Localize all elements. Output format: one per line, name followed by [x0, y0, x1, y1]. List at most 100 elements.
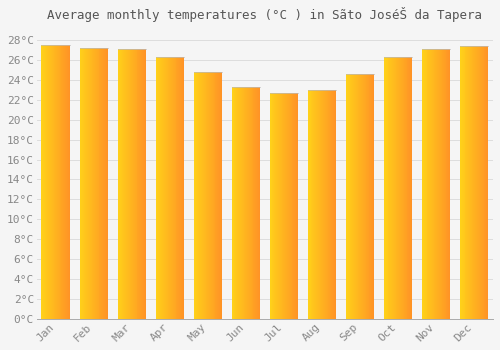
Bar — [256, 87, 258, 319]
Bar — [163, 57, 164, 319]
Bar — [120, 49, 122, 319]
Bar — [440, 49, 441, 319]
Bar — [132, 49, 134, 319]
Bar — [285, 93, 286, 319]
Bar — [393, 57, 394, 319]
Bar — [50, 45, 51, 319]
Bar — [236, 87, 238, 319]
Bar — [168, 57, 169, 319]
Bar — [292, 93, 294, 319]
Bar — [88, 48, 89, 319]
Bar — [274, 93, 276, 319]
Bar — [218, 72, 220, 319]
Bar — [323, 90, 324, 319]
Bar — [448, 49, 450, 319]
Bar — [346, 74, 348, 319]
Bar — [422, 49, 424, 319]
Bar — [462, 46, 464, 319]
Bar — [284, 93, 285, 319]
Bar — [439, 49, 440, 319]
Bar — [444, 49, 446, 319]
Bar — [434, 49, 435, 319]
Bar — [196, 72, 198, 319]
Bar — [324, 90, 325, 319]
Bar — [276, 93, 277, 319]
Bar — [203, 72, 204, 319]
Bar — [202, 72, 203, 319]
Bar — [98, 48, 100, 319]
Bar — [352, 74, 354, 319]
Bar — [472, 46, 473, 319]
Bar — [80, 48, 82, 319]
Bar — [89, 48, 90, 319]
Bar — [140, 49, 141, 319]
Bar — [356, 74, 357, 319]
Bar — [128, 49, 129, 319]
Bar — [166, 57, 167, 319]
Bar — [252, 87, 254, 319]
Bar — [326, 90, 328, 319]
Bar — [325, 90, 326, 319]
Bar — [360, 74, 361, 319]
Bar — [286, 93, 287, 319]
Bar — [290, 93, 292, 319]
Bar — [398, 57, 399, 319]
Bar — [178, 57, 180, 319]
Bar — [482, 46, 484, 319]
Bar — [410, 57, 412, 319]
Bar — [181, 57, 182, 319]
Bar — [156, 57, 158, 319]
Bar — [395, 57, 396, 319]
Bar — [104, 48, 105, 319]
Bar — [471, 46, 472, 319]
Bar — [220, 72, 221, 319]
Bar — [221, 72, 222, 319]
Bar — [248, 87, 250, 319]
Bar — [91, 48, 92, 319]
Bar — [126, 49, 127, 319]
Bar — [67, 45, 68, 319]
Bar — [66, 45, 67, 319]
Bar — [93, 48, 94, 319]
Bar — [364, 74, 366, 319]
Bar — [138, 49, 140, 319]
Bar — [433, 49, 434, 319]
Bar — [438, 49, 439, 319]
Bar — [82, 48, 84, 319]
Bar — [49, 45, 50, 319]
Bar — [92, 48, 93, 319]
Bar — [294, 93, 296, 319]
Bar — [436, 49, 437, 319]
Bar — [102, 48, 104, 319]
Bar — [243, 87, 244, 319]
Bar — [310, 90, 312, 319]
Bar — [399, 57, 400, 319]
Bar — [479, 46, 480, 319]
Bar — [84, 48, 85, 319]
Bar — [62, 45, 64, 319]
Bar — [317, 90, 318, 319]
Bar — [259, 87, 260, 319]
Bar — [401, 57, 402, 319]
Bar — [234, 87, 236, 319]
Bar — [468, 46, 469, 319]
Bar — [283, 93, 284, 319]
Title: Average monthly temperatures (°C ) in Sãto JoséŠ da Tapera: Average monthly temperatures (°C ) in Sã… — [48, 7, 482, 22]
Bar — [258, 87, 259, 319]
Bar — [160, 57, 162, 319]
Bar — [372, 74, 374, 319]
Bar — [430, 49, 432, 319]
Bar — [350, 74, 352, 319]
Bar — [297, 93, 298, 319]
Bar — [296, 93, 297, 319]
Bar — [400, 57, 401, 319]
Bar — [47, 45, 48, 319]
Bar — [441, 49, 442, 319]
Bar — [167, 57, 168, 319]
Bar — [162, 57, 163, 319]
Bar — [232, 87, 234, 319]
Bar — [106, 48, 107, 319]
Bar — [127, 49, 128, 319]
Bar — [470, 46, 471, 319]
Bar — [164, 57, 165, 319]
